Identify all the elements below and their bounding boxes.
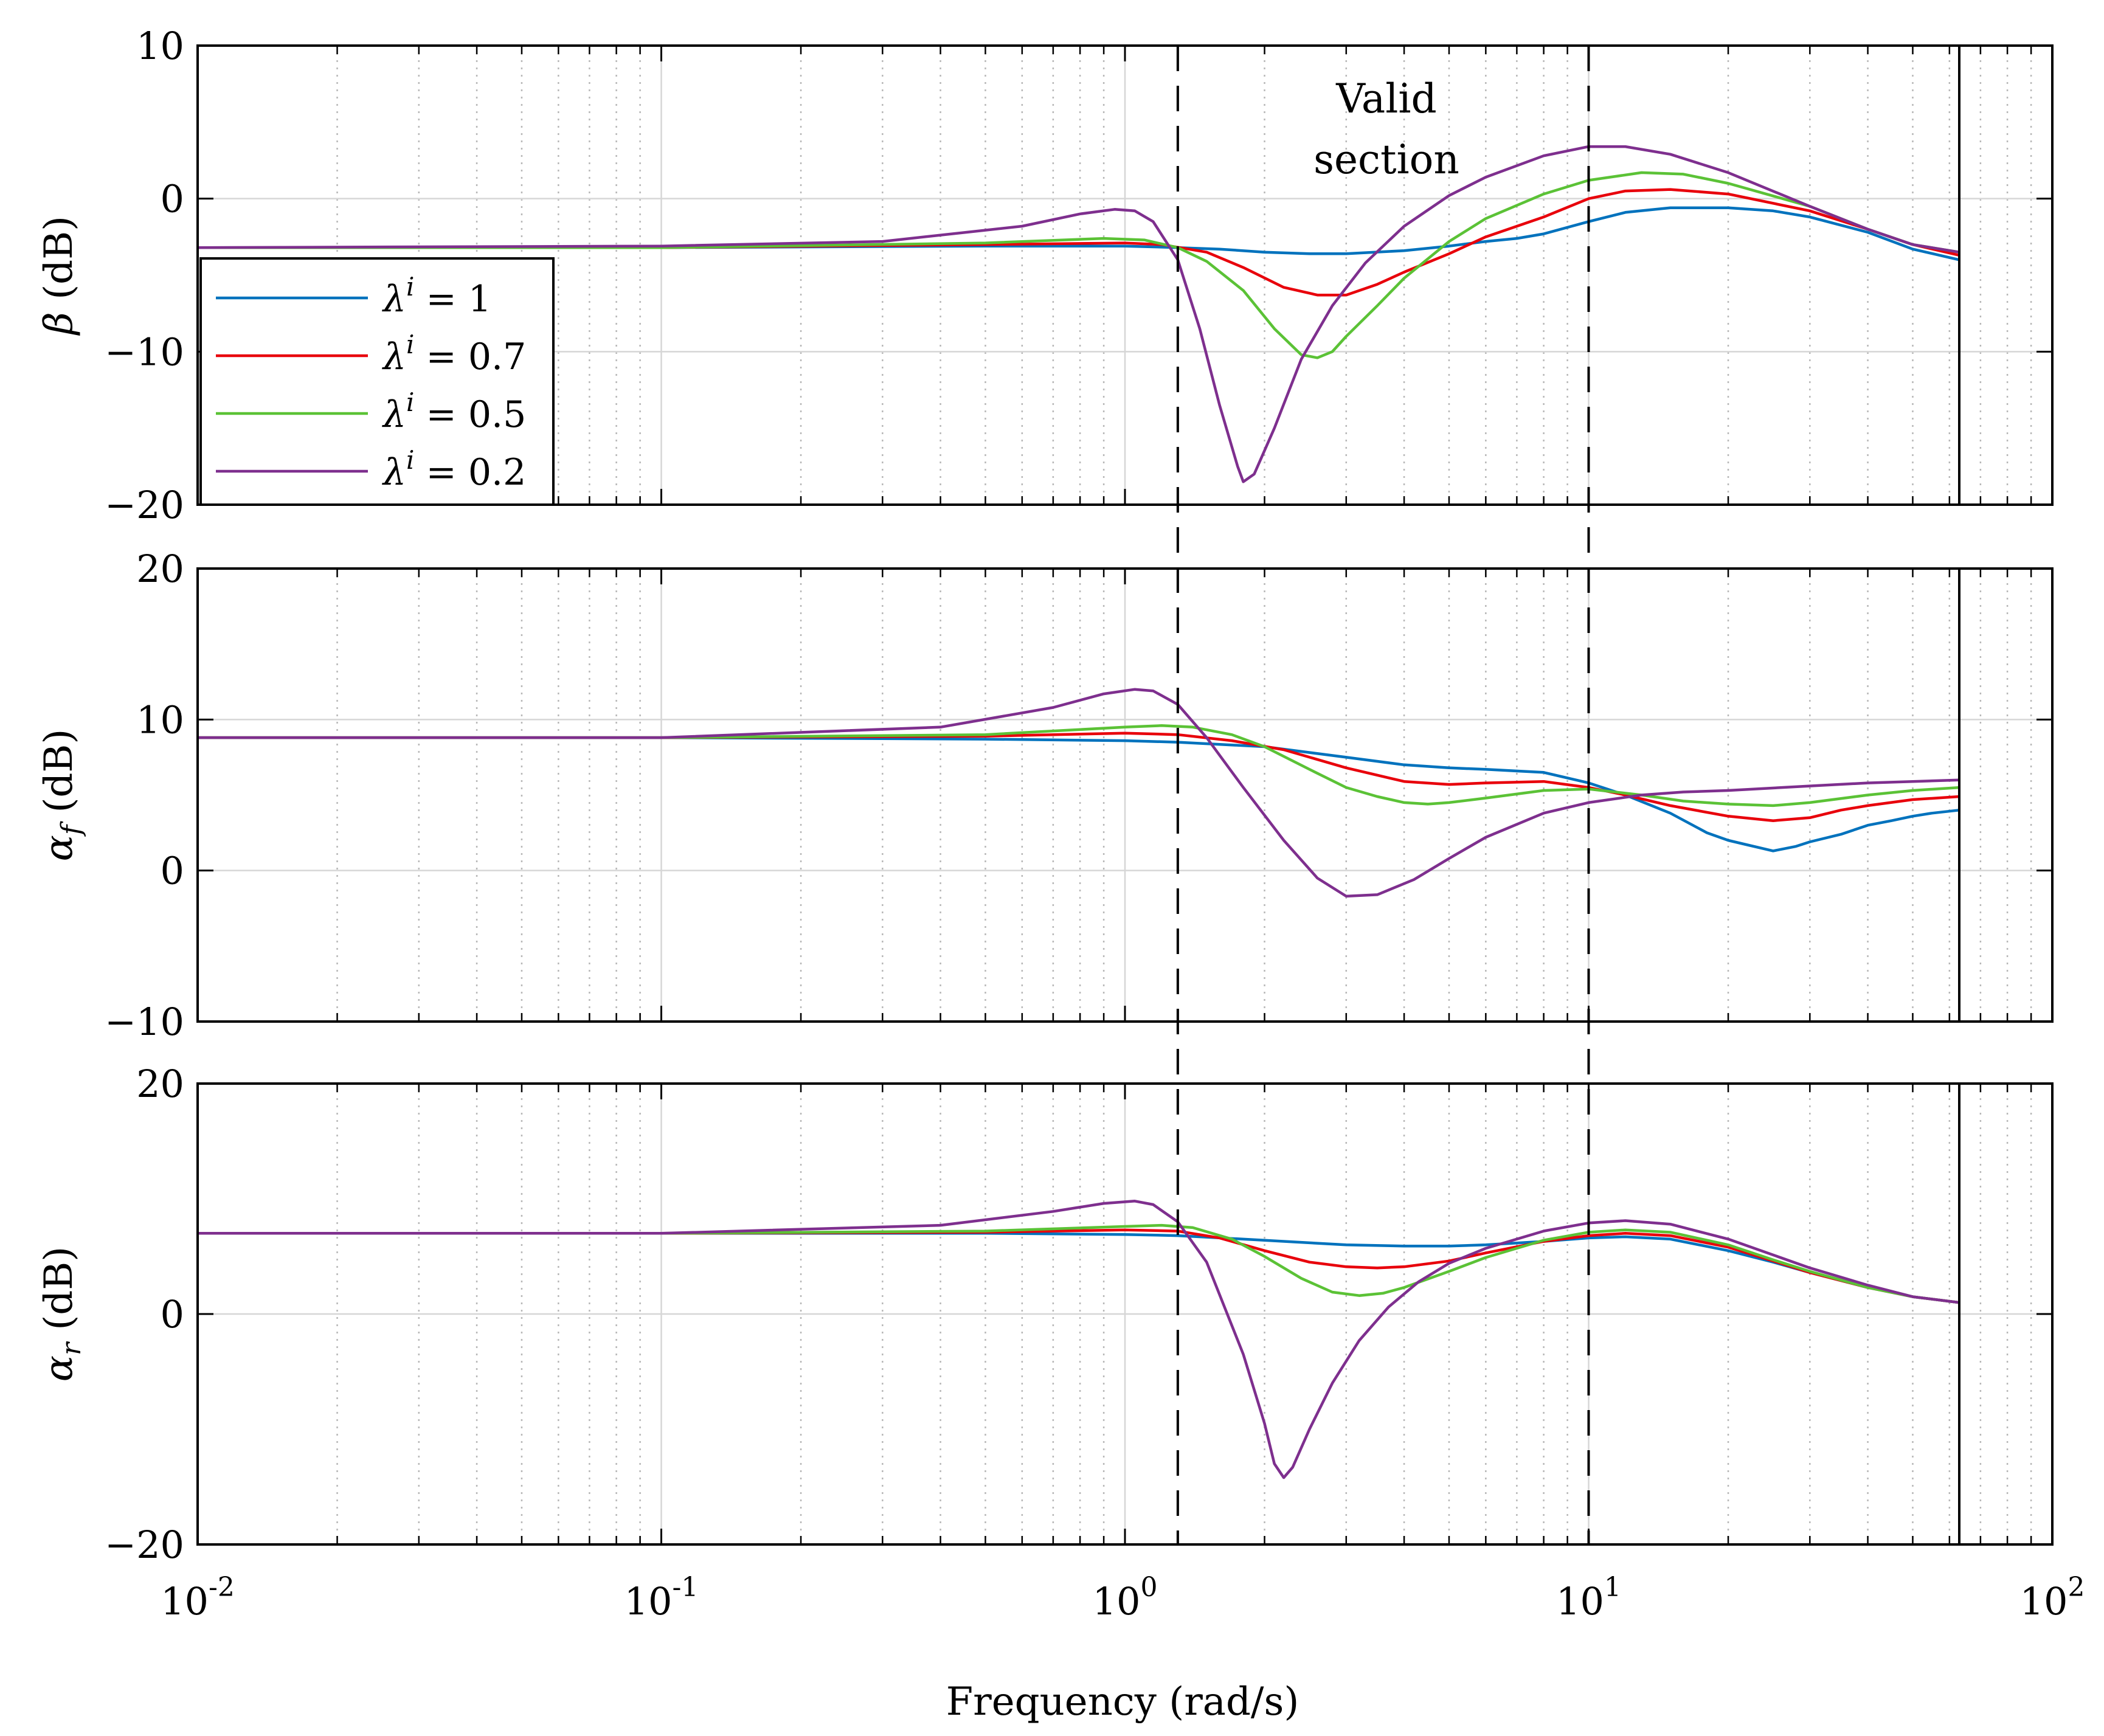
legend-value: = 0.7 bbox=[414, 336, 526, 378]
y-tick-label: −20 bbox=[105, 1523, 184, 1567]
y-axis-unit: (dB) bbox=[36, 1247, 81, 1343]
series-line-4 bbox=[198, 1200, 1960, 1479]
y-tick-label: −20 bbox=[105, 483, 184, 527]
legend-superscript: i bbox=[406, 387, 414, 417]
series-line-4 bbox=[198, 145, 1960, 483]
series-line-1 bbox=[198, 206, 1960, 261]
y-axis-unit: (dB) bbox=[36, 729, 81, 825]
x-tick-exponent: 0 bbox=[1140, 1572, 1157, 1603]
y-axis-symbol: α bbox=[36, 1355, 81, 1382]
x-tick-exponent: -1 bbox=[673, 1572, 699, 1603]
y-axis-label: αf (dB) bbox=[36, 729, 87, 862]
legend-value: = 1 bbox=[414, 278, 491, 320]
y-tick-label: 20 bbox=[136, 1062, 184, 1106]
series-line-1 bbox=[198, 1232, 1960, 1304]
y-axis-symbol: β bbox=[36, 312, 81, 336]
legend-symbol: λ bbox=[382, 393, 406, 436]
series-line-3 bbox=[198, 1223, 1960, 1304]
x-axis-label: Frequency (rad/s) bbox=[946, 1679, 1299, 1724]
panel-3: −20 0 20 αr (dB) bbox=[36, 1062, 2054, 1567]
legend-superscript: i bbox=[406, 330, 414, 359]
y-tick-label: 0 bbox=[161, 849, 184, 893]
x-tick-exponent: 2 bbox=[2068, 1572, 2085, 1603]
legend-symbol: λ bbox=[382, 336, 406, 378]
x-tick-label: 10-2 bbox=[161, 1572, 235, 1624]
y-tick-label: 10 bbox=[136, 697, 184, 742]
legend-entry-3: λi = 0.5 bbox=[382, 387, 526, 436]
x-tick-exponent: 1 bbox=[1604, 1572, 1621, 1603]
y-tick-label: 0 bbox=[161, 177, 184, 221]
x-tick-label: 100 bbox=[1093, 1572, 1158, 1624]
series-line-2 bbox=[198, 188, 1960, 297]
series-line-3 bbox=[198, 171, 1960, 359]
series-line-4 bbox=[198, 688, 1960, 898]
legend-superscript: i bbox=[406, 272, 414, 302]
legend-symbol: λ bbox=[382, 278, 406, 320]
axes-box bbox=[196, 567, 2054, 1023]
x-tick-base: 10 bbox=[1556, 1579, 1604, 1624]
y-tick-label: −10 bbox=[105, 1000, 184, 1044]
series-line-1 bbox=[198, 736, 1960, 852]
y-tick-label: 0 bbox=[161, 1292, 184, 1337]
panel-2: −10 0 10 20 αf (dB) bbox=[36, 547, 2054, 1044]
y-tick-label: 10 bbox=[136, 24, 184, 68]
legend-value: = 0.5 bbox=[414, 393, 526, 436]
legend-superscript: i bbox=[406, 445, 414, 475]
x-tick-base: 10 bbox=[625, 1579, 673, 1624]
x-tick-label: 102 bbox=[2020, 1572, 2085, 1624]
legend-entry-2: λi = 0.7 bbox=[382, 330, 526, 378]
y-axis-subscript: r bbox=[56, 1341, 87, 1355]
valid-section-annotation-line1: Valid bbox=[1335, 75, 1436, 122]
legend-symbol: λ bbox=[382, 451, 406, 494]
legend: λi = 1λi = 0.7λi = 0.5λi = 0.2 bbox=[199, 257, 555, 506]
series-line-2 bbox=[198, 731, 1960, 822]
y-axis-label: αr (dB) bbox=[36, 1247, 87, 1382]
y-axis-symbol: α bbox=[36, 835, 81, 861]
x-tick-base: 10 bbox=[2020, 1579, 2068, 1624]
axes-box bbox=[196, 44, 2054, 506]
x-tick-base: 10 bbox=[161, 1579, 209, 1624]
x-tick-exponent: -2 bbox=[209, 1572, 235, 1603]
legend-value: = 0.2 bbox=[414, 451, 526, 494]
legend-box bbox=[199, 257, 555, 506]
x-tick-label: 101 bbox=[1556, 1572, 1621, 1624]
axes-box bbox=[196, 1082, 2054, 1546]
y-tick-label: 20 bbox=[136, 547, 184, 591]
y-tick-label: −10 bbox=[105, 330, 184, 374]
x-tick-base: 10 bbox=[1093, 1579, 1141, 1624]
valid-section-annotation-line2: section bbox=[1313, 136, 1459, 183]
legend-entry-4: λi = 0.2 bbox=[382, 445, 526, 494]
series-line-2 bbox=[198, 1228, 1960, 1304]
x-tick-label: 10-1 bbox=[625, 1572, 699, 1624]
y-axis-unit: (dB) bbox=[36, 216, 81, 312]
legend-entry-1: λi = 1 bbox=[382, 272, 491, 320]
y-axis-label: β (dB) bbox=[36, 216, 81, 336]
series-line-3 bbox=[198, 724, 1960, 807]
